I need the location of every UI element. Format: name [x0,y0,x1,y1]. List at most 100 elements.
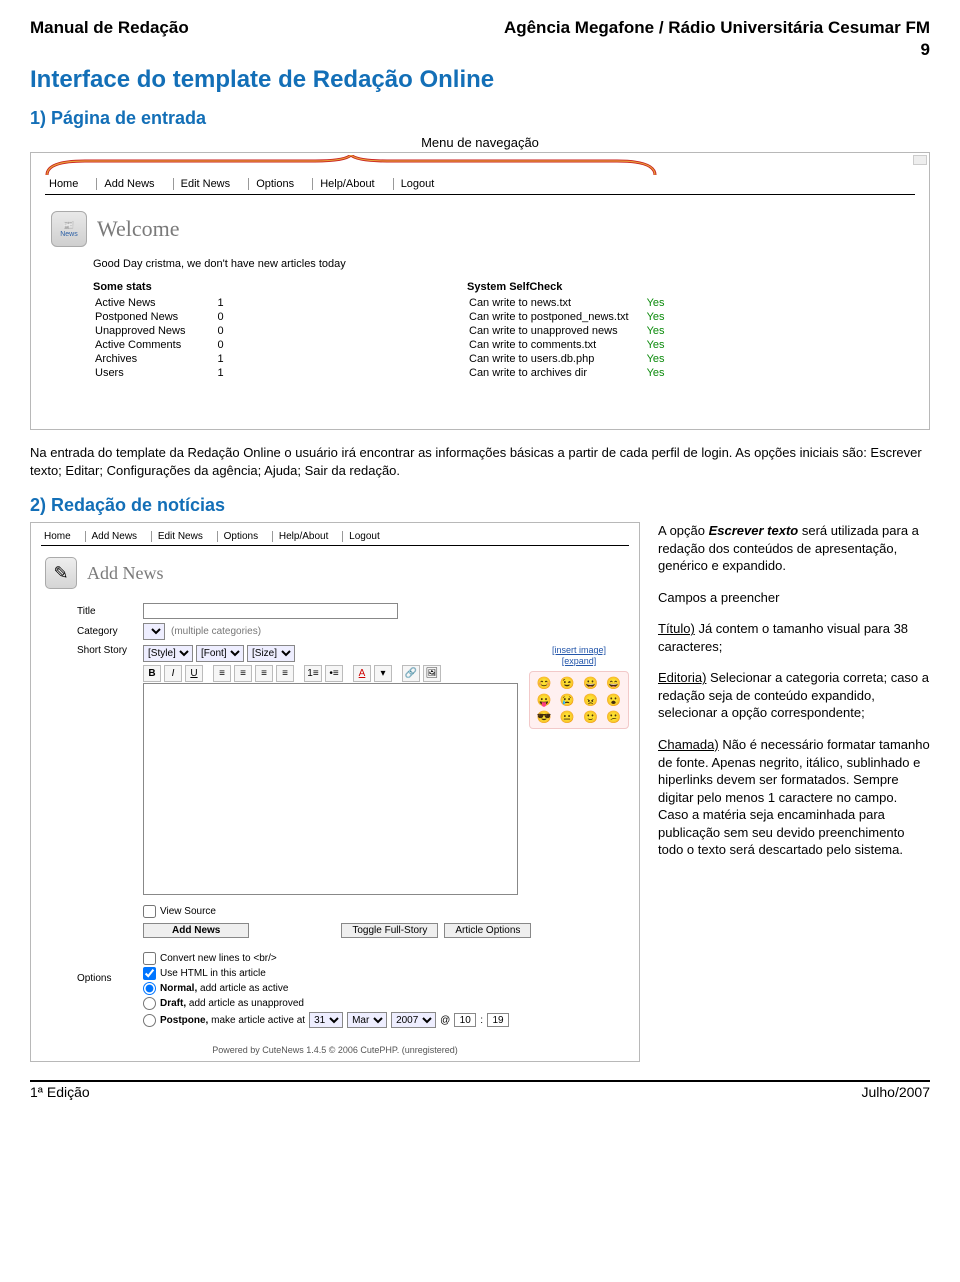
emoji-icon[interactable]: 😠 [581,693,601,707]
check-value: Yes [647,367,681,379]
size-select[interactable]: [Size] [247,645,295,662]
stat-value: 0 [218,325,254,337]
nav-addnews[interactable]: Add News [88,531,152,542]
emoji-icon[interactable]: 😕 [604,710,624,724]
nav-logout[interactable]: Logout [397,178,453,190]
stat-label: Archives [95,353,216,365]
editor-textarea[interactable] [143,683,518,895]
title-input[interactable] [143,603,398,619]
nav-editnews[interactable]: Edit News [177,178,250,190]
check-value: Yes [647,353,681,365]
status-draft-radio[interactable] [143,997,156,1010]
ul-icon[interactable]: •≡ [325,665,343,682]
stat-value: 0 [218,311,254,323]
subsection-2-title: 2) Redação de notícias [30,495,930,516]
cutenews-footer: Powered by CuteNews 1.4.5 © 2006 CutePHP… [31,1045,639,1055]
align-justify-icon[interactable]: ≡ [276,665,294,682]
emoji-icon[interactable]: 😀 [581,676,601,690]
news-icon: 📰News [51,211,87,247]
welcome-heading: Welcome [97,216,180,242]
paragraph-entry: Na entrada do template da Redação Online… [30,444,930,479]
italic-icon[interactable]: I [164,665,182,682]
viewsource-label: View Source [160,906,216,917]
postpone-day-select[interactable]: 31 [309,1012,343,1028]
emoji-icon[interactable]: 😎 [534,710,554,724]
stat-value: 0 [218,339,254,351]
category-select[interactable] [143,623,165,640]
nav-options[interactable]: Options [252,178,313,190]
font-select[interactable]: [Font] [196,645,244,662]
nav-addnews[interactable]: Add News [100,178,173,190]
ol-icon[interactable]: 1≡ [304,665,322,682]
nav-logout[interactable]: Logout [346,531,394,542]
addnews-screenshot: Home Add News Edit News Options Help/Abo… [30,522,640,1062]
emoji-icon[interactable]: 🙂 [581,710,601,724]
fontcolor-icon[interactable]: A [353,665,371,682]
stat-label: Active Comments [95,339,216,351]
toggle-fullstory-button[interactable]: Toggle Full-Story [341,923,438,938]
status-normal-radio[interactable] [143,982,156,995]
stats-header: Some stats [93,281,256,293]
emoji-icon[interactable]: 😉 [557,676,577,690]
check-value: Yes [647,297,681,309]
nav-menu: Home Add News Edit News Options Help/Abo… [45,178,915,195]
welcome-screenshot: Home Add News Edit News Options Help/Abo… [30,152,930,430]
status-postpone-radio[interactable] [143,1014,156,1027]
dropdown-icon[interactable]: ▾ [374,665,392,682]
greeting-text: Good Day cristma, we don't have new arti… [93,258,346,270]
options-label: Options [77,973,111,984]
underline-icon[interactable]: U [185,665,203,682]
use-html-checkbox[interactable] [143,967,156,980]
nav-editnews[interactable]: Edit News [155,531,218,542]
emoji-icon[interactable]: 😢 [557,693,577,707]
postpone-year-select[interactable]: 2007 [391,1012,436,1028]
align-right-icon[interactable]: ≡ [255,665,273,682]
postpone-min-input[interactable] [487,1013,509,1027]
selfcheck-header: System SelfCheck [467,281,683,293]
nav-help[interactable]: Help/About [276,531,343,542]
expand-link[interactable]: [expand] [529,656,629,667]
addnews-button[interactable]: Add News [143,923,249,938]
section-title: Interface do template de Redação Online [30,66,930,94]
footer-left: 1ª Edição [30,1084,90,1100]
insert-image-link[interactable]: [insert image] [529,645,629,656]
emoji-icon[interactable]: 😊 [534,676,554,690]
postpone-month-select[interactable]: Mar [347,1012,387,1028]
bold-icon[interactable]: B [143,665,161,682]
align-center-icon[interactable]: ≡ [234,665,252,682]
check-label: Can write to users.db.php [469,353,645,365]
shortstory-label: Short Story [77,645,137,656]
nav-help[interactable]: Help/About [316,178,393,190]
stat-label: Users [95,367,216,379]
postpone-hour-input[interactable] [454,1013,476,1027]
stat-label: Active News [95,297,216,309]
emoji-icon[interactable]: 😛 [534,693,554,707]
emoji-picker[interactable]: 😊😉 😀😄 😛😢 😠😮 😎😐 🙂😕 [529,671,629,729]
align-left-icon[interactable]: ≡ [213,665,231,682]
link-icon[interactable]: 🔗 [402,665,420,682]
stat-label: Postponed News [95,311,216,323]
convert-br-checkbox[interactable] [143,952,156,965]
article-options-button[interactable]: Article Options [444,923,531,938]
title-label: Title [77,606,137,617]
page-number: 9 [30,40,930,60]
emoji-icon[interactable]: 😐 [557,710,577,724]
stats-block: Some stats Active News1 Postponed News0 … [93,281,256,381]
editor-sidepanel: [insert image] [expand] 😊😉 😀😄 😛😢 😠😮 😎😐 🙂😕 [529,645,629,729]
emoji-icon[interactable]: 😮 [604,693,624,707]
nav-caption: Menu de navegação [30,135,930,150]
image-icon[interactable]: 🖼 [423,665,441,682]
viewsource-checkbox[interactable] [143,905,156,918]
doc-header-left: Manual de Redação [30,18,189,38]
editor-toolbar-row2: B I U ≡ ≡ ≡ ≡ 1≡ •≡ A ▾ [143,665,441,682]
editor-toolbar-row1: [Style] [Font] [Size] [143,645,441,662]
style-select[interactable]: [Style] [143,645,193,662]
nav-home[interactable]: Home [41,531,86,542]
check-label: Can write to comments.txt [469,339,645,351]
emoji-icon[interactable]: 😄 [604,676,624,690]
subsection-1-title: 1) Página de entrada [30,108,930,129]
nav-home[interactable]: Home [45,178,97,190]
pencil-icon: ✎ [45,557,77,589]
selfcheck-block: System SelfCheck Can write to news.txtYe… [467,281,683,381]
nav-options[interactable]: Options [221,531,273,542]
